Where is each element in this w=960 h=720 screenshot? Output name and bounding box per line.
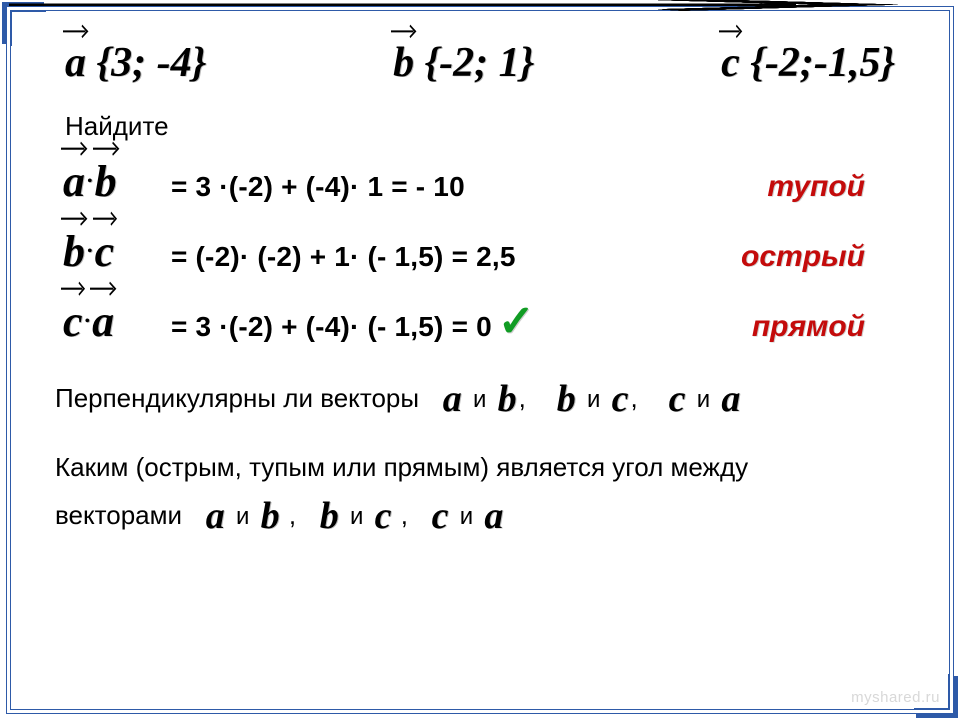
vector-letter: a xyxy=(65,40,86,86)
question-text-cont: векторами xyxy=(55,500,182,530)
question-text: Перпендикулярны ли векторы xyxy=(55,383,419,413)
question-text: Каким (острым, тупым или прямым) являетс… xyxy=(55,452,748,482)
equation-row: b•c = (-2)· (-2) + 1· (- 1,5) = 2,5 остр… xyxy=(63,226,915,282)
equation-row: c•a = 3 ·(-2) + (-4)· (- 1,5) = 0 ✓ прям… xyxy=(63,296,915,352)
equation-lhs: a•b xyxy=(63,156,171,207)
vector-def-a: a {3; -4} xyxy=(65,39,206,87)
equation-rhs: = 3 ·(-2) + (-4)· (- 1,5) = 0 xyxy=(171,311,492,343)
check-icon: ✓ xyxy=(492,296,535,347)
vector-letter: c xyxy=(721,40,740,86)
vector-def-b: b {-2; 1} xyxy=(393,39,534,87)
watermark: myshared.ru xyxy=(851,689,940,706)
vector-letter: b xyxy=(393,40,414,86)
angle-type-question: Каким (острым, тупым или прямым) являетс… xyxy=(55,447,915,546)
equation-lhs: b•c xyxy=(63,226,171,277)
angle-type-label: тупой xyxy=(767,170,915,204)
find-label: Найдите xyxy=(65,111,915,142)
slide-content: a {3; -4} b {-2; 1} c {-2;-1,5} Найдите … xyxy=(10,10,950,710)
equation-lhs: c•a xyxy=(63,296,171,347)
angle-type-label: прямой xyxy=(752,310,915,344)
vector-coords: {-2; 1} xyxy=(425,40,535,86)
equation-row: a•b = 3 ·(-2) + (-4)· 1 = - 10 тупой xyxy=(63,156,915,212)
angle-type-label: острый xyxy=(741,240,915,274)
vector-arrow-icon xyxy=(391,24,418,39)
equations-block: a•b = 3 ·(-2) + (-4)· 1 = - 10 тупой b•c… xyxy=(63,156,915,352)
equation-rhs: = 3 ·(-2) + (-4)· 1 = - 10 xyxy=(171,171,465,203)
vector-coords: {-2;-1,5} xyxy=(750,40,895,86)
vector-arrow-icon xyxy=(63,24,90,39)
equation-rhs: = (-2)· (-2) + 1· (- 1,5) = 2,5 xyxy=(171,241,516,273)
vector-def-c: c {-2;-1,5} xyxy=(721,39,895,87)
vector-coords: {3; -4} xyxy=(97,40,207,86)
perpendicular-question: Перпендикулярны ли векторы a и b, b и c,… xyxy=(55,370,915,429)
vector-definitions-row: a {3; -4} b {-2; 1} c {-2;-1,5} xyxy=(45,39,915,105)
vector-arrow-icon xyxy=(719,24,744,39)
